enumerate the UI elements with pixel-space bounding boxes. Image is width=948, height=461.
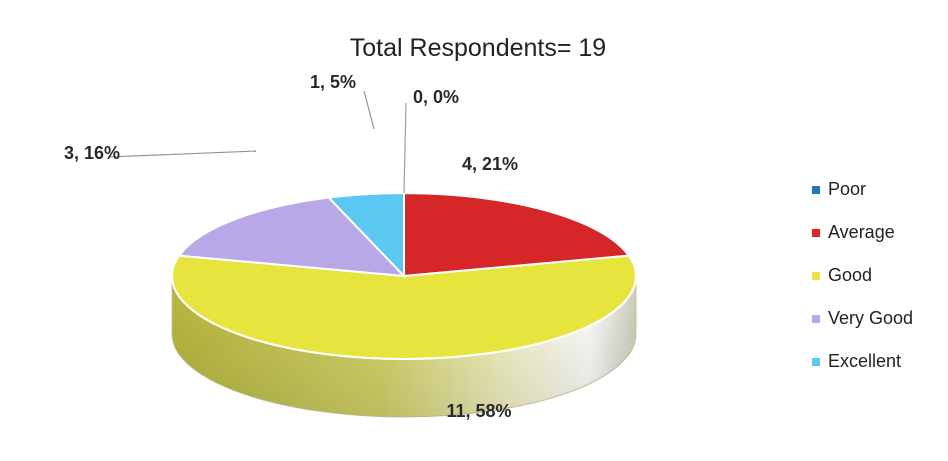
legend-swatch-poor xyxy=(812,185,820,194)
legend-label-good: Good xyxy=(828,265,873,285)
legend-swatch-excellent xyxy=(812,357,820,366)
legend-swatch-average xyxy=(812,228,820,237)
legend-label-excellent: Excellent xyxy=(828,351,902,371)
leader-line-excellent xyxy=(363,90,375,130)
slice-labels-group: 0, 0% 4, 21% 11, 58% 3, 16% 1, 5% xyxy=(64,72,518,421)
legend-swatch-good xyxy=(812,271,820,280)
legend-item-average: Average xyxy=(812,211,942,254)
legend-label-very-good: Very Good xyxy=(828,308,914,328)
data-label-excellent: 1, 5% xyxy=(310,72,356,92)
legend-swatch-very-good xyxy=(812,314,820,323)
data-label-very-good: 3, 16% xyxy=(64,143,120,163)
data-label-average: 4, 21% xyxy=(462,154,518,174)
legend-item-poor: Poor xyxy=(812,168,942,211)
pie-slices-group xyxy=(171,191,637,418)
legend-item-excellent: Excellent xyxy=(812,340,942,383)
legend-label-poor: Poor xyxy=(828,179,867,199)
legend-label-average: Average xyxy=(828,222,895,242)
legend-item-good: Good xyxy=(812,254,942,297)
pie-rim-shade xyxy=(172,276,636,417)
leader-line-poor xyxy=(403,102,407,194)
legend: Poor Average Good Very Good Excellent xyxy=(812,168,942,383)
leader-line-very-good xyxy=(107,150,257,158)
legend-item-very-good: Very Good xyxy=(812,297,942,340)
data-label-poor: 0, 0% xyxy=(413,87,459,107)
chart-title: Total Respondents= 19 xyxy=(349,34,607,62)
data-label-good: 11, 58% xyxy=(446,401,511,421)
